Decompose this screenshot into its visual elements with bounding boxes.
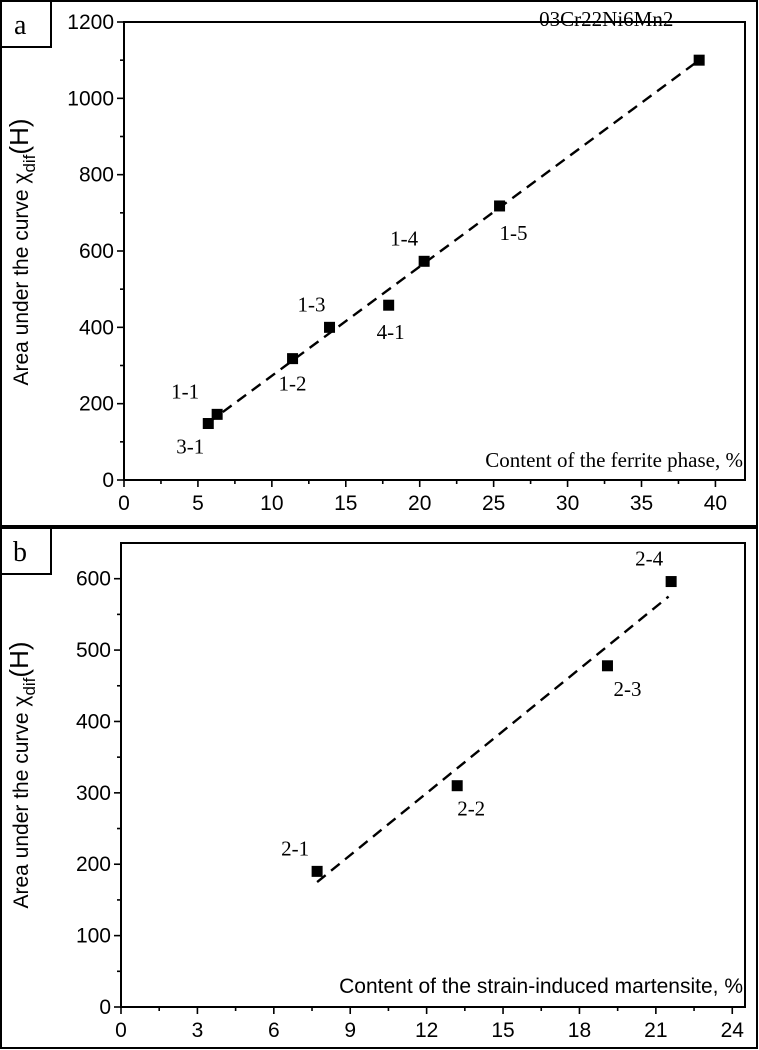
y-axis-label-main-b: Area under the curve χ <box>10 696 33 909</box>
panel-b-frame <box>0 527 758 1049</box>
y-tick-label-b: 100 <box>76 925 111 948</box>
data-point-2-1 <box>311 865 323 877</box>
panel-a-tag-box <box>0 0 52 48</box>
x-tick-label-b: 24 <box>721 1019 745 1042</box>
y-tick-label-b: 400 <box>76 710 111 733</box>
y-tick-label-b: 0 <box>99 996 111 1019</box>
x-tick-label-a: 20 <box>408 492 431 515</box>
panel-a-tag: a <box>14 10 27 41</box>
y-tick-label-a: 0 <box>102 469 114 492</box>
y-axis-label-arg-a: (H) <box>4 118 34 154</box>
x-tick-label-b: 6 <box>268 1019 280 1042</box>
point-label-1-1: 1-1 <box>171 379 199 403</box>
point-label-4-1: 4-1 <box>377 320 405 344</box>
y-axis-label-a: Area under the curve χdif(H) <box>4 118 39 385</box>
panel-a-frame <box>0 0 758 527</box>
x-tick-label-b: 0 <box>115 1019 127 1042</box>
chart-a: 0 200 400 600 800 1000 1200 0 5 10 15 20 25 30 35 40 Are… <box>4 7 746 515</box>
x-tick-label-a: 25 <box>482 492 505 515</box>
x-tick-label-a: 5 <box>192 492 204 515</box>
x-tick-label-a: 30 <box>556 492 579 515</box>
data-point-1-3 <box>324 321 336 333</box>
data-point-3-1 <box>202 418 214 430</box>
data-point-1-5 <box>494 200 506 212</box>
data-point-2-4 <box>665 576 677 588</box>
point-label-3-1: 3-1 <box>176 435 204 459</box>
x-tick-label-b: 21 <box>644 1019 667 1042</box>
y-tick-label-a: 600 <box>79 240 114 263</box>
x-axis-label-b: Content of the strain-induced martensite… <box>339 975 743 998</box>
y-axis-label-main-a: Area under the curve χ <box>10 173 33 386</box>
data-point-1-1 <box>211 408 223 420</box>
y-axis-label-arg-b: (H) <box>4 641 34 677</box>
data-point-1-2 <box>287 353 299 365</box>
point-label-1-2: 1-2 <box>279 372 307 396</box>
data-point-2-2 <box>451 780 463 792</box>
point-label-2-1: 2-1 <box>281 836 309 860</box>
y-axis-label-sub-a: dif <box>20 154 39 172</box>
x-tick-label-a: 35 <box>630 492 653 515</box>
x-tick-label-b: 12 <box>415 1019 438 1042</box>
y-tick-label-b: 200 <box>76 853 111 876</box>
fit-line-b <box>316 595 670 884</box>
y-tick-label-b: 500 <box>76 639 111 662</box>
data-point-4-1 <box>383 299 395 311</box>
x-tick-label-a: 10 <box>260 492 283 515</box>
y-tick-label-b: 300 <box>76 782 111 805</box>
x-tick-label-b: 9 <box>344 1019 356 1042</box>
x-tick-label-b: 15 <box>491 1019 514 1042</box>
y-axis-label-sub-b: dif <box>20 677 39 695</box>
y-tick-label-a: 400 <box>79 316 114 339</box>
panel-b-tag-box <box>0 527 52 575</box>
point-label-1-3: 1-3 <box>298 292 326 316</box>
point-label-1-4: 1-4 <box>390 226 418 250</box>
y-tick-label-a: 800 <box>79 164 114 187</box>
point-label-03Cr22Ni6Mn2: 03Cr22Ni6Mn2 <box>539 7 673 31</box>
y-tick-label-a: 1000 <box>67 87 114 110</box>
plot-area-b <box>120 542 746 1008</box>
x-tick-label-b: 3 <box>192 1019 204 1042</box>
y-tick-label-b: 600 <box>76 568 111 591</box>
panel-b-tag: b <box>13 537 27 568</box>
x-tick-label-a: 40 <box>704 492 727 515</box>
point-label-1-5: 1-5 <box>500 221 528 245</box>
point-label-2-2: 2-2 <box>457 797 485 821</box>
x-tick-label-a: 15 <box>334 492 357 515</box>
y-tick-label-a: 200 <box>79 393 114 416</box>
point-label-2-4: 2-4 <box>635 547 663 571</box>
data-point-2-3 <box>601 660 613 672</box>
x-tick-label-b: 18 <box>568 1019 591 1042</box>
data-point-03Cr22Ni6Mn2 <box>693 54 705 66</box>
fit-line-a <box>207 59 700 424</box>
chart-b: 0 100 200 300 400 500 600 0 3 6 9 12 15 18 21 24 Area un… <box>4 542 746 1042</box>
data-point-1-4 <box>418 255 430 267</box>
x-axis-label-a: Content of the ferrite phase, % <box>485 448 743 472</box>
y-axis-label-b: Area under the curve χdif(H) <box>4 641 39 908</box>
y-tick-label-a: 1200 <box>67 11 114 34</box>
x-tick-label-a: 0 <box>118 492 130 515</box>
point-label-2-3: 2-3 <box>613 677 641 701</box>
